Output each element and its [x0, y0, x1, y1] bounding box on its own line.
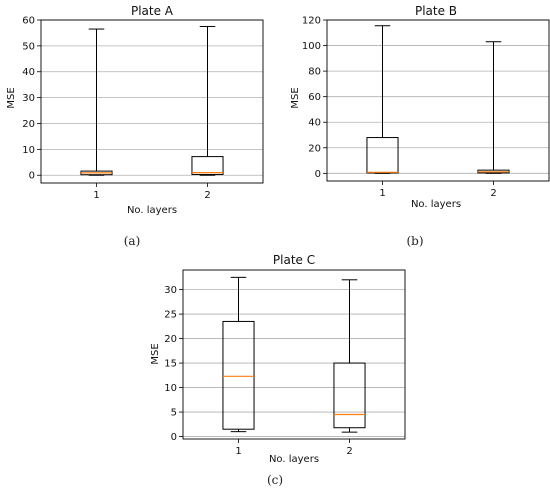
- y-tick-label: 30: [22, 93, 35, 104]
- chart-title: Plate C: [273, 253, 315, 267]
- x-tick-label: 2: [346, 446, 352, 457]
- y-tick-label: 15: [164, 359, 177, 370]
- y-tick-label: 60: [308, 92, 321, 103]
- panel-caption: (a): [124, 234, 141, 248]
- y-tick-label: 80: [308, 67, 321, 78]
- panel-plate-c: 0 5 10 15 20 25 30 1 2 Plate C No. layers MSE (c…: [150, 253, 406, 487]
- axes-frame: [40, 19, 264, 184]
- y-tick-label: 5: [171, 408, 177, 419]
- y-tick-label: 25: [164, 310, 177, 321]
- x-tick-label: 1: [235, 446, 241, 457]
- panel-plate-b: 0 20 40 60 80 100 120 1 2 Plate B No. layers MSE…: [290, 4, 550, 248]
- panel-caption: (c): [267, 473, 283, 487]
- box-category-2: [477, 41, 510, 174]
- iqr-box: [333, 362, 366, 429]
- panel-plate-a: 0 10 20 30 40 50 60 1 2 Plate A No. layers MSE (…: [6, 4, 264, 248]
- y-tick-label: 30: [164, 285, 177, 296]
- iqr-box: [366, 137, 399, 174]
- y-tick-label: 100: [302, 41, 321, 52]
- x-tick-label: 2: [490, 188, 496, 199]
- y-tick-label: 50: [22, 41, 35, 52]
- y-tick-label: 20: [164, 334, 177, 345]
- y-tick-label: 60: [22, 16, 35, 27]
- y-tick-label: 10: [164, 383, 177, 394]
- y-tick-label: 0: [171, 432, 177, 443]
- y-tick-label: 120: [302, 16, 321, 27]
- box-category-2: [333, 279, 366, 433]
- x-axis-label: No. layers: [127, 205, 177, 216]
- box-category-2: [191, 25, 224, 176]
- box-category-1: [222, 276, 255, 433]
- y-axis-label: MSE: [290, 87, 301, 108]
- axes-frame: [182, 269, 406, 440]
- chart-title: Plate B: [415, 4, 457, 18]
- y-tick-label: 0: [29, 171, 35, 182]
- y-tick-label: 0: [315, 169, 321, 180]
- panel-caption: (b): [406, 234, 423, 248]
- box-category-1: [366, 25, 399, 174]
- y-tick-label: 10: [22, 145, 35, 156]
- x-tick-label: 1: [93, 190, 99, 201]
- iqr-box: [222, 320, 255, 430]
- iqr-box: [191, 156, 224, 175]
- y-tick-label: 40: [308, 118, 321, 129]
- x-tick-label: 2: [204, 190, 210, 201]
- chart-title: Plate A: [131, 4, 174, 18]
- axes-frame: [326, 19, 550, 182]
- x-axis-label: No. layers: [269, 454, 319, 465]
- y-tick-label: 40: [22, 67, 35, 78]
- y-axis-label: MSE: [6, 87, 17, 108]
- x-tick-label: 1: [379, 188, 385, 199]
- y-tick-label: 20: [308, 143, 321, 154]
- y-axis-label: MSE: [150, 343, 161, 364]
- y-tick-label: 20: [22, 119, 35, 130]
- box-category-1: [80, 28, 113, 176]
- x-axis-label: No. layers: [411, 199, 461, 210]
